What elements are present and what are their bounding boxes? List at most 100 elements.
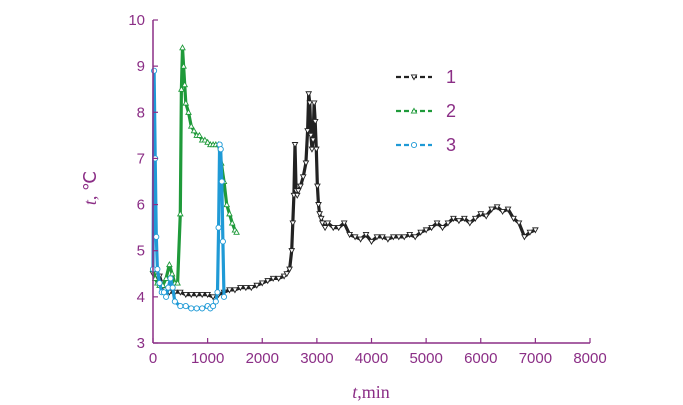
- series-2-point: [226, 210, 233, 217]
- series-1-point: [499, 208, 506, 216]
- x-tick-label: 4000: [355, 350, 388, 367]
- x-tick-label: 2000: [246, 350, 279, 367]
- y-tick-label: 3: [137, 335, 145, 352]
- series-1-point: [316, 211, 323, 218]
- series-2-point: [185, 108, 192, 115]
- series-1-point: [293, 192, 301, 199]
- series-2-point: [174, 279, 181, 286]
- series-1-point: [433, 220, 441, 227]
- series-2-point: [233, 228, 240, 235]
- series-1-point: [493, 204, 501, 211]
- legend: 1 2 3: [396, 67, 456, 155]
- legend-item-1: 1: [396, 67, 456, 87]
- y-tick-label: 6: [137, 197, 145, 214]
- series-1-point: [317, 215, 325, 222]
- series-3-point: [214, 289, 221, 296]
- series-1-point: [417, 229, 425, 236]
- series-3-point: [212, 298, 219, 305]
- x-ticks: 0 1000 2000 3000 4000 5000 6000 7000 8000: [149, 338, 607, 367]
- series-2-point: [151, 274, 159, 281]
- series-3: [149, 67, 228, 312]
- series-1-point: [379, 234, 386, 241]
- series-1-point: [193, 292, 201, 299]
- y-tick-label: 10: [128, 12, 145, 29]
- series-2-point: [204, 138, 211, 145]
- legend-swatch-marker: [410, 74, 418, 81]
- series-2-point: [176, 210, 184, 217]
- x-axis-var: t: [352, 382, 358, 402]
- series-1-point: [306, 100, 314, 107]
- series-2-point: [182, 99, 190, 106]
- series-1-point: [318, 220, 326, 227]
- x-tick-label: 1000: [191, 350, 224, 367]
- series-2: [149, 44, 240, 288]
- series-1-point: [526, 229, 534, 236]
- series-1-point: [237, 285, 244, 292]
- series-1-point: [357, 236, 364, 243]
- series-1-point: [395, 234, 403, 241]
- y-axis-unit: , ℃: [80, 171, 100, 200]
- y-axis-var: t: [80, 199, 100, 205]
- series-3-point: [199, 305, 206, 312]
- series-3-point: [182, 303, 189, 310]
- series-1-point: [309, 137, 317, 144]
- series-1-point: [288, 248, 296, 255]
- series-layer: [149, 44, 539, 312]
- y-tick-label: 9: [137, 58, 145, 75]
- legend-label: 2: [446, 101, 456, 121]
- series-3-point: [169, 284, 176, 291]
- series-1-point: [312, 146, 320, 153]
- series-1-point: [422, 227, 430, 234]
- x-axis-title: t,min: [352, 382, 390, 402]
- series-3-point: [220, 293, 228, 300]
- series-1-point: [182, 292, 190, 299]
- x-tick-label: 7000: [519, 350, 552, 367]
- series-1-point: [384, 236, 392, 243]
- series-3-point: [215, 224, 222, 231]
- series-3-point: [219, 238, 226, 245]
- x-tick-label: 0: [149, 350, 157, 367]
- series-1-line: [153, 92, 537, 299]
- y-tick-label: 5: [137, 243, 145, 260]
- series-3-point: [193, 305, 200, 312]
- series-1-point: [373, 234, 381, 241]
- series-3-point: [171, 298, 178, 305]
- series-1-point: [308, 146, 316, 153]
- series-1-point: [242, 285, 250, 292]
- series-1-point: [510, 215, 517, 222]
- series-1-point: [253, 282, 261, 289]
- y-ticks: 3 4 5 6 7 8 9 10: [128, 12, 158, 352]
- series-1-point: [515, 220, 523, 227]
- series-1-point: [335, 225, 343, 232]
- series-2-point: [162, 274, 170, 281]
- series-2-point: [179, 44, 186, 51]
- series-3-point: [156, 279, 163, 287]
- series-1-point: [389, 234, 397, 241]
- series-3-point: [154, 266, 161, 273]
- series-1: [149, 91, 539, 301]
- series-1-point: [307, 132, 315, 139]
- series-3-point: [210, 303, 217, 310]
- series-1-point: [455, 218, 463, 225]
- series-1-point: [477, 211, 485, 218]
- series-1-point: [314, 183, 321, 190]
- series-1-point: [297, 183, 304, 190]
- y-tick-label: 4: [137, 289, 145, 306]
- series-1-point: [187, 292, 195, 299]
- legend-swatch-marker: [410, 141, 418, 149]
- legend-item-3: 3: [396, 135, 456, 155]
- series-3-point: [218, 178, 225, 185]
- series-2-point: [228, 219, 236, 226]
- series-3-point: [217, 146, 224, 153]
- series-1-point: [198, 292, 206, 299]
- series-3-point: [167, 275, 174, 282]
- series-1-point: [264, 278, 272, 285]
- series-1-point: [340, 220, 348, 227]
- series-2-point: [187, 122, 195, 129]
- series-1-point: [411, 234, 419, 241]
- series-2-point: [201, 136, 209, 143]
- series-3-point: [188, 305, 195, 312]
- legend-item-2: 2: [396, 101, 456, 121]
- series-1-point: [362, 232, 370, 239]
